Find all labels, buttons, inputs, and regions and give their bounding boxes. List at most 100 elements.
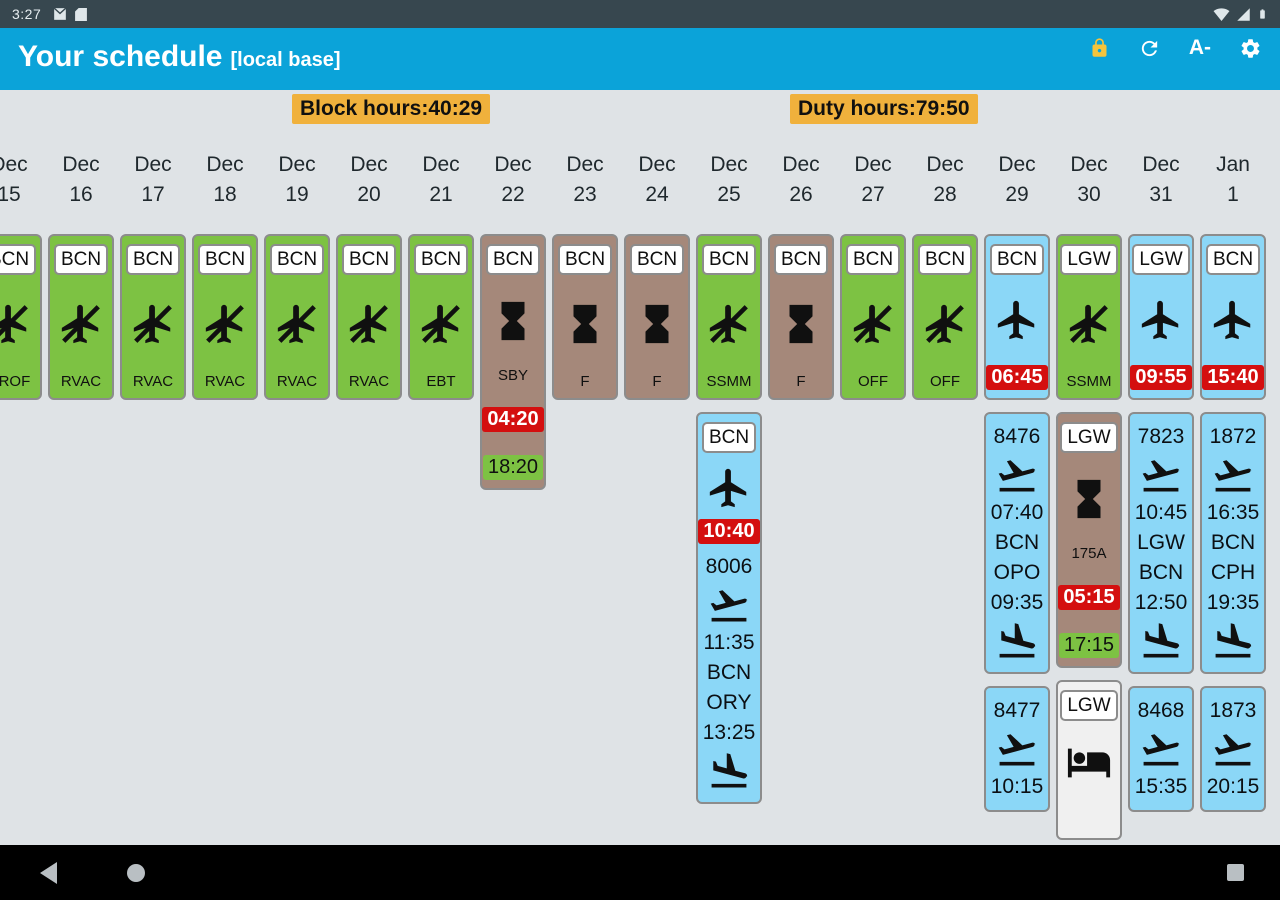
duty-card[interactable]: BCN RVAC xyxy=(336,234,402,400)
landing-icon xyxy=(1211,618,1255,664)
date-header: Dec 21 xyxy=(408,150,474,210)
date-day: 20 xyxy=(357,183,381,206)
no-flight-icon xyxy=(58,301,104,347)
card-stack: BCN EBT xyxy=(408,234,474,400)
report-card[interactable]: BCN 15:40 xyxy=(1200,234,1266,400)
bed-icon xyxy=(1066,739,1112,785)
report-card[interactable]: LGW 09:55 xyxy=(1128,234,1194,400)
duty-code-label: EBT xyxy=(426,373,456,390)
duty-card[interactable]: LGW SSMM xyxy=(1056,234,1122,400)
duty-card[interactable]: BCN EBT xyxy=(408,234,474,400)
report-time: 09:55 xyxy=(1130,365,1192,390)
report-time: 10:40 xyxy=(698,519,760,544)
report-card[interactable]: BCN 06:45 xyxy=(984,234,1050,400)
duty-hours-badge: Duty hours:79:50 xyxy=(790,94,978,124)
takeoff-icon xyxy=(707,582,751,628)
app-notification-icon xyxy=(75,7,88,21)
font-size-button[interactable]: A- xyxy=(1188,36,1211,59)
takeoff-icon xyxy=(1211,452,1255,498)
no-flight-icon xyxy=(202,301,248,347)
legs-card[interactable]: 8468 15:35 xyxy=(1128,686,1194,812)
leg-text: 1873 xyxy=(1209,699,1257,722)
no-flight-icon xyxy=(850,301,896,347)
date-day: 17 xyxy=(141,183,165,206)
recent-apps-icon[interactable] xyxy=(1227,864,1244,881)
date-header: Dec 16 xyxy=(48,150,114,210)
duty-card[interactable]: BCN RVAC xyxy=(120,234,186,400)
date-header: Dec 15 xyxy=(0,150,42,210)
legs-card[interactable]: 8477 10:15 xyxy=(984,686,1050,812)
leg-text: 20:15 xyxy=(1206,775,1260,798)
home-icon[interactable] xyxy=(127,863,145,882)
lock-icon[interactable] xyxy=(1089,36,1110,60)
leg-text: 11:35 xyxy=(703,631,755,654)
legs-card[interactable]: 7823 10:45 LGW BCN 12:50 xyxy=(1128,412,1194,674)
no-flight-icon xyxy=(1066,301,1112,347)
back-icon[interactable] xyxy=(40,861,57,884)
duty-code-label: RVAC xyxy=(276,373,318,390)
duty-card[interactable]: BCN SBY 04:20 18:20 xyxy=(480,234,546,490)
duty-card[interactable]: BCN RVAC xyxy=(192,234,258,400)
card-stack: LGW 09:55 7823 10:45 LGW BCN 12:50 8468 15:35 xyxy=(1128,234,1194,812)
leg-text: 8477 xyxy=(993,699,1041,722)
date-day: 27 xyxy=(861,183,885,206)
day-column: Dec 16 BCN RVAC xyxy=(48,150,114,840)
base-chip: BCN xyxy=(701,244,757,275)
settings-gear-icon[interactable] xyxy=(1239,37,1262,60)
day-column: Dec 17 BCN RVAC xyxy=(120,150,186,840)
card-stack: LGW SSMM LGW 175A 05:15 17:15 LGW xyxy=(1056,234,1122,840)
duty-card[interactable]: BCN RVAC xyxy=(48,234,114,400)
status-system-icons xyxy=(1213,6,1268,22)
card-stack: BCN SSMM BCN 10:40 8006 11:35 BCN ORY 13:25 xyxy=(696,234,762,804)
day-column: Dec 29 BCN 06:45 8476 07:40 BCN OPO 09:35 8477 10:… xyxy=(984,150,1050,840)
duty-card[interactable]: BCN F xyxy=(624,234,690,400)
hourglass-icon xyxy=(778,301,824,347)
appbar-actions: A- xyxy=(1089,36,1262,60)
duty-card[interactable]: BCN F xyxy=(768,234,834,400)
takeoff-icon xyxy=(995,726,1039,772)
legs-card[interactable]: 1872 16:35 BCN CPH 19:35 xyxy=(1200,412,1266,674)
duty-card[interactable]: LGW 175A 05:15 17:15 xyxy=(1056,412,1122,668)
date-header: Jan 1 xyxy=(1200,150,1266,210)
duty-card[interactable]: BCN OFF xyxy=(840,234,906,400)
leg-text: 07:40 xyxy=(990,501,1044,524)
refresh-icon[interactable] xyxy=(1138,37,1161,60)
duty-code-label: RVAC xyxy=(132,373,174,390)
day-column: Dec 18 BCN RVAC xyxy=(192,150,258,840)
block-hours-value: 40:29 xyxy=(428,97,483,120)
card-stack: BCN SBY 04:20 18:20 xyxy=(480,234,546,490)
hourglass-icon xyxy=(1066,476,1112,522)
duty-time: 05:15 xyxy=(1058,585,1120,610)
base-chip: BCN xyxy=(341,244,397,275)
duty-card[interactable]: BCN CROF xyxy=(0,234,42,400)
duty-code-label: SBY xyxy=(497,367,528,384)
summary-row: Block hours:40:29 Duty hours:79:50 xyxy=(0,92,1280,128)
date-header: Dec 29 xyxy=(984,150,1050,210)
leg-text: 8006 xyxy=(705,555,753,578)
app-bar: Your schedule [local base] A- xyxy=(0,28,1280,90)
takeoff-icon xyxy=(995,452,1039,498)
duty-code-label: F xyxy=(652,373,662,390)
duty-card[interactable]: BCN RVAC xyxy=(264,234,330,400)
day-column: Dec 15 BCN CROF xyxy=(0,150,42,840)
card-stack: BCN RVAC xyxy=(120,234,186,400)
card-stack: BCN 06:45 8476 07:40 BCN OPO 09:35 8477 10:15 xyxy=(984,234,1050,812)
leg-text: BCN xyxy=(706,661,752,684)
legs-card[interactable]: 1873 20:15 xyxy=(1200,686,1266,812)
legs-card[interactable]: BCN 10:40 8006 11:35 BCN ORY 13:25 xyxy=(696,412,762,804)
date-header: Dec 22 xyxy=(480,150,546,210)
takeoff-icon xyxy=(1139,452,1183,498)
duty-card[interactable]: BCN SSMM xyxy=(696,234,762,400)
duty-time: 04:20 xyxy=(482,407,544,432)
date-month: Dec xyxy=(638,153,676,176)
date-month: Dec xyxy=(62,153,100,176)
duty-hours-value: 79:50 xyxy=(915,97,970,120)
date-month: Dec xyxy=(710,153,748,176)
duty-card[interactable]: BCN F xyxy=(552,234,618,400)
card-stack: BCN 15:40 1872 16:35 BCN CPH 19:35 1873 20:15 xyxy=(1200,234,1266,812)
date-header: Dec 26 xyxy=(768,150,834,210)
legs-card[interactable]: 8476 07:40 BCN OPO 09:35 xyxy=(984,412,1050,674)
date-day: 15 xyxy=(0,183,21,206)
duty-card[interactable]: BCN OFF xyxy=(912,234,978,400)
hotel-card[interactable]: LGW xyxy=(1056,680,1122,840)
